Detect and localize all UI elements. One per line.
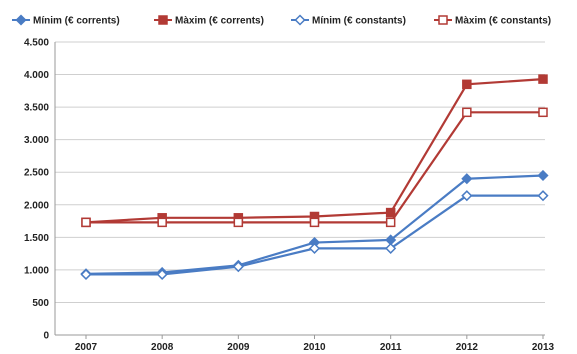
legend-item: Màxim (€ constants) bbox=[434, 15, 551, 27]
x-axis-ticks: 2007 2008 2009 2010 2011 2012 2013 bbox=[75, 335, 555, 353]
legend-marker bbox=[438, 15, 448, 25]
x-tick-label: 2008 bbox=[151, 342, 174, 353]
y-axis-ticks: 0 500 1.000 1.500 2.000 2.500 3.000 3.500 4.000 4… bbox=[24, 38, 49, 342]
x-tick-label: 2011 bbox=[380, 342, 402, 353]
data-point bbox=[462, 79, 472, 90]
data-point bbox=[462, 107, 472, 118]
x-tick-label: 2012 bbox=[456, 342, 479, 353]
y-tick-label: 3.500 bbox=[24, 103, 49, 114]
data-point bbox=[157, 217, 167, 228]
y-tick-label: 4.500 bbox=[24, 38, 49, 49]
x-tick-label: 2010 bbox=[303, 342, 326, 353]
data-point bbox=[385, 242, 397, 254]
data-point bbox=[232, 261, 244, 273]
data-point bbox=[81, 217, 91, 228]
y-tick-label: 1.000 bbox=[24, 265, 49, 276]
series-line bbox=[86, 194, 543, 276]
data-point bbox=[156, 268, 168, 281]
y-tick-label: 2.500 bbox=[24, 168, 49, 179]
legend-marker bbox=[15, 14, 27, 26]
legend-label: Mínim (€ constants) bbox=[312, 16, 406, 27]
gridlines bbox=[54, 41, 545, 336]
series-line bbox=[85, 78, 544, 224]
data-point bbox=[309, 217, 320, 228]
data-point bbox=[461, 190, 473, 202]
y-tick-label: 2.000 bbox=[24, 200, 49, 211]
legend-label: Màxim (€ constants) bbox=[455, 16, 551, 27]
data-point bbox=[385, 217, 396, 228]
series-line bbox=[86, 111, 543, 224]
x-tick-label: 2007 bbox=[75, 342, 98, 353]
data-point bbox=[233, 217, 244, 228]
y-tick-label: 500 bbox=[32, 298, 49, 309]
data-point bbox=[537, 169, 549, 182]
data-point bbox=[385, 207, 396, 218]
y-tick-label: 3.000 bbox=[24, 135, 49, 146]
series-4 bbox=[81, 107, 548, 228]
legend: Mínim (€ corrents) Màxim (€ corrents) Míni… bbox=[12, 14, 551, 27]
x-tick-label: 2009 bbox=[227, 342, 250, 353]
data-point bbox=[308, 242, 321, 254]
legend-marker bbox=[158, 15, 168, 25]
series-group bbox=[80, 74, 549, 281]
legend-item: Mínim (€ constants) bbox=[291, 14, 406, 27]
legend-item: Mínim (€ corrents) bbox=[12, 14, 120, 27]
x-tick-label: 2013 bbox=[532, 342, 555, 353]
y-tick-label: 0 bbox=[43, 331, 49, 342]
series-2 bbox=[81, 74, 548, 228]
legend-label: Mínim (€ corrents) bbox=[33, 16, 120, 27]
legend-item: Màxim (€ corrents) bbox=[154, 15, 264, 27]
data-point bbox=[80, 268, 92, 281]
y-tick-label: 4.000 bbox=[24, 70, 49, 81]
legend-label: Màxim (€ corrents) bbox=[175, 16, 264, 27]
y-tick-label: 1.500 bbox=[24, 233, 49, 244]
data-point bbox=[538, 74, 548, 84]
data-point bbox=[461, 173, 473, 185]
series-3 bbox=[80, 190, 549, 281]
data-point bbox=[537, 190, 549, 202]
legend-marker bbox=[294, 14, 306, 26]
data-point bbox=[538, 107, 548, 118]
